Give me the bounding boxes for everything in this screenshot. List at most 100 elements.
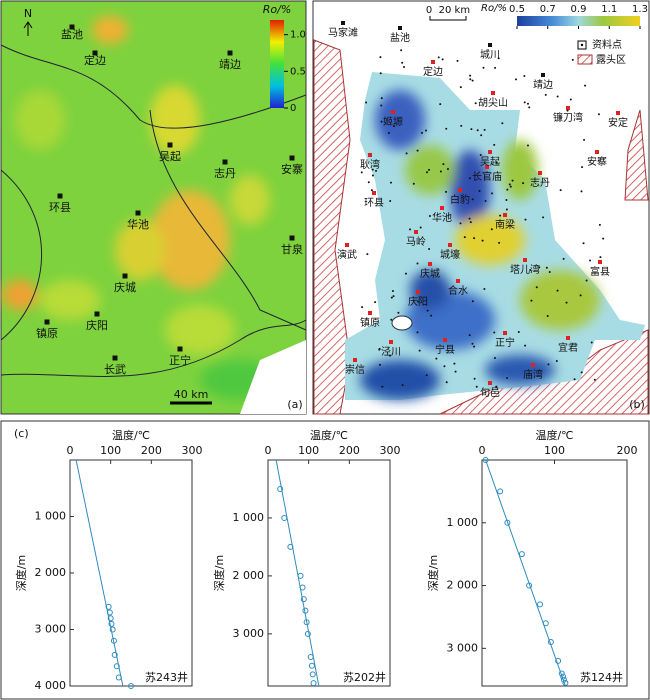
data-point bbox=[371, 174, 374, 177]
town-label: 安寨 bbox=[281, 162, 303, 176]
data-point bbox=[528, 106, 531, 109]
data-point bbox=[380, 97, 383, 100]
colorbar-tick-label: 1.1 bbox=[601, 4, 617, 15]
data-point bbox=[430, 314, 433, 317]
data-point bbox=[439, 170, 442, 173]
data-point bbox=[579, 294, 582, 297]
data-point bbox=[389, 181, 392, 184]
data-point bbox=[445, 190, 448, 193]
data-point bbox=[416, 262, 419, 265]
data-point bbox=[518, 551, 525, 558]
data-point bbox=[471, 342, 474, 345]
town-label: 镇原 bbox=[36, 326, 58, 340]
x-tick-label: 0 bbox=[265, 444, 272, 457]
town-marker bbox=[112, 355, 118, 361]
town-marker bbox=[368, 153, 372, 157]
data-point bbox=[381, 385, 384, 388]
colorbar-tick-label: 0 bbox=[290, 103, 296, 114]
data-point bbox=[405, 152, 408, 155]
data-point bbox=[419, 226, 422, 229]
y-tick-label: 2 000 bbox=[35, 566, 67, 579]
data-point bbox=[106, 609, 113, 616]
data-point bbox=[378, 363, 381, 366]
data-point bbox=[469, 221, 472, 224]
trend-line bbox=[485, 459, 566, 687]
outcrop bbox=[313, 39, 351, 415]
data-point bbox=[523, 75, 526, 78]
data-point bbox=[299, 584, 306, 591]
data-point bbox=[493, 357, 496, 360]
data-point bbox=[529, 268, 532, 271]
town-marker bbox=[227, 50, 233, 56]
data-point bbox=[482, 457, 489, 463]
town-label: 庆城 bbox=[114, 280, 136, 294]
y-tick-label: 2 000 bbox=[447, 579, 479, 592]
colorbar bbox=[517, 16, 640, 26]
data-point bbox=[310, 680, 317, 687]
data-point bbox=[565, 301, 568, 304]
plot-frame bbox=[69, 459, 193, 687]
data-point bbox=[556, 95, 559, 98]
colorbar-tick-label: 1.3 bbox=[632, 4, 648, 15]
town-label: 泾川 bbox=[381, 345, 401, 358]
town-marker bbox=[345, 243, 349, 247]
data-point bbox=[474, 102, 477, 105]
data-point bbox=[599, 256, 602, 259]
panel-label: (c) bbox=[14, 427, 29, 440]
scale-label: 0 20 km bbox=[426, 5, 470, 16]
town-label: 崇信 bbox=[345, 364, 365, 376]
town-label: 志丹 bbox=[530, 176, 550, 189]
town-label: 演武 bbox=[337, 248, 357, 261]
data-point bbox=[469, 78, 472, 81]
data-point bbox=[508, 183, 511, 186]
data-point bbox=[113, 663, 120, 670]
data-point bbox=[393, 125, 396, 128]
data-point bbox=[530, 299, 533, 302]
data-point bbox=[475, 385, 478, 388]
north-label: N bbox=[24, 7, 32, 20]
data-point bbox=[544, 93, 547, 96]
town-label: 富县 bbox=[590, 265, 610, 278]
data-point bbox=[468, 177, 471, 180]
data-point bbox=[560, 676, 567, 683]
data-point bbox=[297, 572, 304, 579]
colorbar-title: Ro/% bbox=[263, 3, 292, 16]
town-label: 盐池 bbox=[61, 28, 83, 41]
panel-label: (a) bbox=[287, 398, 302, 411]
data-point bbox=[483, 287, 486, 290]
data-point bbox=[598, 223, 601, 226]
data-point bbox=[446, 168, 449, 171]
legend-swatch bbox=[577, 54, 593, 65]
town-marker bbox=[398, 26, 402, 30]
data-point bbox=[380, 120, 383, 123]
data-point bbox=[499, 214, 502, 217]
legend-label: 资料点 bbox=[592, 38, 622, 51]
data-point bbox=[416, 331, 419, 334]
data-point bbox=[401, 61, 404, 64]
town-label: 城壕 bbox=[440, 248, 460, 261]
data-point bbox=[107, 615, 114, 622]
x-tick-label: 100 bbox=[298, 444, 319, 457]
data-point bbox=[484, 199, 487, 202]
town-marker bbox=[428, 262, 432, 266]
town-label: 胡尖山 bbox=[478, 96, 508, 109]
data-point bbox=[389, 354, 392, 357]
data-point bbox=[389, 200, 392, 203]
data-point bbox=[497, 488, 504, 495]
data-point bbox=[456, 59, 459, 62]
town-label: 马岭 bbox=[406, 235, 426, 248]
town-marker bbox=[122, 273, 128, 279]
town-marker bbox=[416, 290, 420, 294]
data-point bbox=[302, 607, 309, 614]
town-label: 镰刀湾 bbox=[553, 111, 583, 124]
data-point bbox=[535, 286, 538, 289]
y-axis-label: 深度/m bbox=[14, 555, 28, 591]
data-point bbox=[580, 371, 583, 374]
town-marker bbox=[531, 363, 535, 367]
legend-label: 露头区 bbox=[596, 54, 626, 66]
well-label: 苏124井 bbox=[580, 670, 623, 684]
ro-field bbox=[2, 16, 280, 400]
town-label: 庙湾 bbox=[523, 368, 543, 381]
town-label: 定边 bbox=[423, 65, 443, 78]
